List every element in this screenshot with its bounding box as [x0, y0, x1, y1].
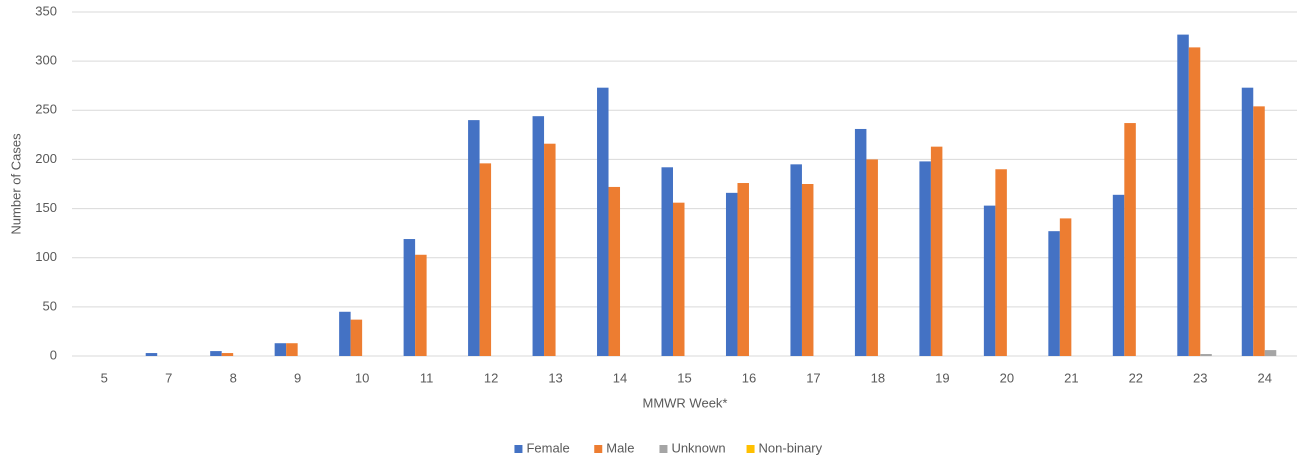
x-tick-label: 20	[1000, 370, 1014, 385]
y-tick-label: 300	[35, 53, 57, 68]
legend-label: Unknown	[671, 440, 725, 455]
bar	[145, 353, 158, 356]
bar	[1177, 34, 1189, 356]
bar	[1253, 106, 1265, 357]
bar	[1059, 218, 1072, 356]
bar	[725, 192, 738, 356]
bar	[1188, 47, 1201, 356]
y-tick-label: 150	[35, 200, 57, 215]
bar	[1124, 123, 1136, 356]
x-tick-label: 24	[1258, 370, 1272, 385]
legend-swatch	[514, 445, 523, 453]
x-tick-label: 19	[935, 370, 949, 385]
bar	[983, 205, 996, 356]
bar	[866, 159, 878, 356]
x-tick-label: 22	[1129, 370, 1143, 385]
bar	[995, 169, 1007, 356]
x-tick-label: 5	[101, 370, 108, 385]
bar	[801, 184, 814, 356]
bar	[479, 163, 492, 356]
bar	[415, 254, 427, 356]
x-tick-label: 13	[548, 370, 562, 385]
bar	[339, 311, 351, 356]
y-tick-label: 200	[35, 151, 57, 166]
bar	[532, 116, 545, 356]
bar	[608, 186, 621, 356]
x-tick-label: 10	[355, 370, 369, 385]
bar	[1241, 87, 1254, 357]
bar	[210, 351, 222, 356]
x-axis-title: MMWR Week*	[643, 395, 728, 410]
bar	[661, 167, 673, 356]
y-tick-label: 50	[43, 298, 57, 313]
legend-label: Female	[526, 440, 569, 455]
bar	[673, 202, 685, 356]
x-tick-label: 16	[742, 370, 756, 385]
x-tick-label: 14	[613, 370, 627, 385]
legend-label: Non-binary	[759, 440, 823, 455]
y-tick-label: 250	[35, 102, 57, 117]
legend-label: Male	[606, 440, 634, 455]
bar	[930, 146, 943, 356]
y-axis-title: Number of Cases	[8, 133, 23, 235]
bar	[854, 128, 867, 356]
legend-swatch	[659, 445, 668, 453]
y-tick-label: 100	[35, 249, 57, 264]
bar	[919, 161, 931, 356]
x-tick-label: 15	[677, 370, 691, 385]
bar	[221, 353, 234, 356]
legend-swatch	[594, 445, 603, 453]
bar	[286, 343, 298, 356]
x-tick-label: 12	[484, 370, 498, 385]
x-tick-label: 11	[420, 370, 434, 385]
bar	[544, 143, 556, 356]
x-tick-label: 21	[1064, 370, 1078, 385]
bar	[737, 183, 749, 356]
x-tick-label: 9	[294, 370, 301, 385]
x-tick-label: 8	[230, 370, 237, 385]
bar	[274, 343, 287, 356]
bar	[1048, 231, 1060, 356]
x-tick-label: 17	[806, 370, 820, 385]
bar	[403, 239, 416, 356]
bar	[1264, 350, 1277, 356]
bar	[1112, 194, 1125, 356]
bar	[468, 120, 480, 356]
x-tick-label: 7	[165, 370, 172, 385]
bar	[350, 319, 363, 356]
bar	[1200, 354, 1212, 356]
bar	[790, 164, 802, 356]
y-tick-label: 350	[35, 3, 57, 18]
x-tick-label: 18	[871, 370, 885, 385]
bar	[597, 87, 609, 357]
y-tick-label: 0	[50, 347, 57, 362]
x-tick-label: 23	[1193, 370, 1207, 385]
legend-swatch	[746, 445, 755, 453]
